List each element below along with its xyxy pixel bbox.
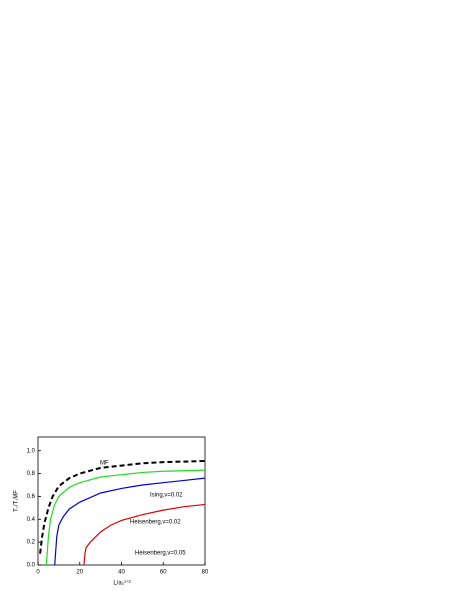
x-tick-label: 80 bbox=[202, 570, 209, 576]
plot-frame bbox=[37, 436, 206, 566]
series-label: Ising,ν=0.02 bbox=[150, 493, 183, 499]
line bbox=[39, 460, 206, 554]
y-tick-label: 0.8 bbox=[27, 471, 36, 477]
x-tick-label: 60 bbox=[160, 570, 167, 576]
y-tick-label: 1.0 bbox=[27, 448, 36, 454]
y-tick-label: 0.0 bbox=[27, 563, 36, 569]
y-tick-label: 0.2 bbox=[27, 540, 36, 546]
series-label: Heisenberg,ν=0.05 bbox=[135, 551, 186, 557]
line bbox=[45, 469, 206, 566]
series-label: Heisenberg,ν=0.02 bbox=[130, 520, 181, 526]
x-tick-label: 40 bbox=[118, 570, 125, 576]
line bbox=[83, 503, 206, 566]
x-tick-label: 20 bbox=[76, 570, 83, 576]
x-tick-label: 0 bbox=[36, 570, 40, 576]
y-axis-label: T꜀/T꜀MF bbox=[14, 490, 20, 512]
series-label: MF bbox=[100, 461, 109, 467]
x-axis-label: L/a₀¹ᐟ² bbox=[113, 580, 130, 587]
y-tick-label: 0.6 bbox=[27, 494, 36, 500]
line bbox=[54, 477, 206, 566]
y-tick-label: 0.4 bbox=[27, 517, 36, 523]
